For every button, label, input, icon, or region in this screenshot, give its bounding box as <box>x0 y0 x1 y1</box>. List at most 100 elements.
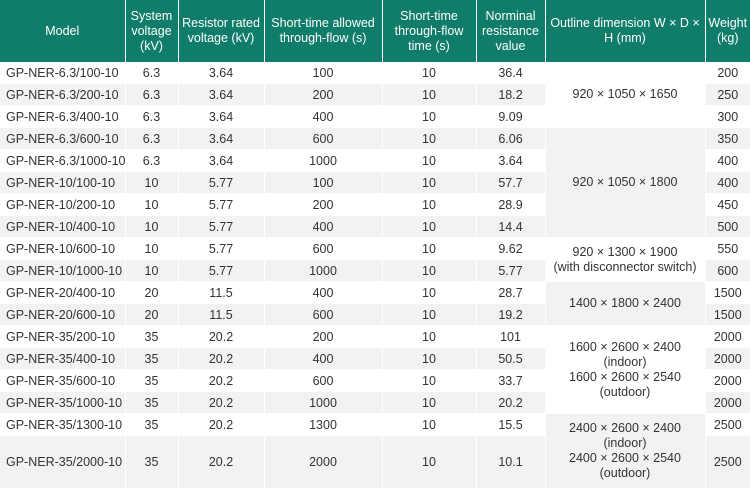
cell-through-flow: 400 <box>264 105 383 128</box>
dimension-line: 1400 × 1800 × 2400 <box>569 296 681 310</box>
dimension-note: (outdoor) <box>599 466 651 480</box>
cell-through-flow-time: 10 <box>382 62 477 84</box>
header-outline-dimension: Outline dimension W × D × H (mm) <box>545 0 706 62</box>
cell-resistance: 9.09 <box>476 105 546 128</box>
cell-through-flow: 600 <box>264 369 383 392</box>
cell-through-flow-time: 10 <box>382 105 477 128</box>
cell-system-voltage: 6.3 <box>125 127 179 150</box>
cell-through-flow: 400 <box>264 215 383 238</box>
cell-model: GP-NER-10/100-10 <box>0 171 126 194</box>
cell-model: GP-NER-10/600-10 <box>0 237 126 260</box>
cell-through-flow-time: 10 <box>382 127 477 150</box>
cell-resistance: 28.7 <box>476 281 546 304</box>
cell-through-flow: 600 <box>264 127 383 150</box>
table-row: GP-NER-35/2000-10 35 20.2 2000 10 10.1 2… <box>0 435 750 489</box>
dimension-note: (indoor) <box>603 436 647 450</box>
cell-weight: 350 <box>705 127 750 150</box>
cell-resistance: 9.62 <box>476 237 546 260</box>
cell-outline-dimension-group: 1400 × 1800 × 2400 <box>545 281 706 326</box>
cell-resistor-rated-voltage: 3.64 <box>178 105 265 128</box>
cell-model: GP-NER-20/400-10 <box>0 281 126 304</box>
cell-model: GP-NER-35/400-10 <box>0 347 126 370</box>
cell-resistor-rated-voltage: 20.2 <box>178 391 265 414</box>
cell-resistor-rated-voltage: 3.64 <box>178 83 265 106</box>
cell-model: GP-NER-10/200-10 <box>0 193 126 216</box>
table-row: GP-NER-35/200-10 35 20.2 200 10 101 1600… <box>0 325 750 414</box>
cell-resistance: 6.06 <box>476 127 546 150</box>
cell-model: GP-NER-35/600-10 <box>0 369 126 392</box>
cell-resistance: 15.5 <box>476 413 546 436</box>
cell-resistance: 50.5 <box>476 347 546 370</box>
table-row: GP-NER-6.3/400-10 6.3 3.64 400 10 9.09 3… <box>0 105 750 128</box>
dimension-line: 2400 × 2600 × 2400 <box>569 421 681 435</box>
cell-system-voltage: 35 <box>125 347 179 370</box>
cell-weight: 2000 <box>705 325 750 348</box>
cell-resistor-rated-voltage: 3.64 <box>178 62 265 84</box>
cell-model: GP-NER-6.3/100-10 <box>0 62 126 84</box>
cell-through-flow: 200 <box>264 325 383 348</box>
dimension-note: (indoor) <box>603 354 647 369</box>
cell-outline-dimension-group: 920 × 1050 × 1650 <box>545 62 706 128</box>
table-row: GP-NER-10/1000-10 10 5.77 1000 10 5.77 6… <box>0 259 750 282</box>
cell-through-flow: 2000 <box>264 435 383 489</box>
cell-resistor-rated-voltage: 20.2 <box>178 413 265 436</box>
cell-through-flow-time: 10 <box>382 83 477 106</box>
dimension-note: (outdoor) <box>599 384 651 399</box>
cell-resistor-rated-voltage: 20.2 <box>178 369 265 392</box>
cell-resistance: 14.4 <box>476 215 546 238</box>
cell-through-flow-time: 10 <box>382 237 477 260</box>
dimension-line: 1600 × 2600 × 2400 <box>569 339 681 354</box>
table-row: GP-NER-20/600-10 20 11.5 600 10 19.2 150… <box>0 303 750 326</box>
cell-weight: 250 <box>705 83 750 106</box>
cell-weight: 500 <box>705 215 750 238</box>
cell-system-voltage: 35 <box>125 325 179 348</box>
cell-model: GP-NER-35/1300-10 <box>0 413 126 436</box>
cell-weight: 550 <box>705 237 750 260</box>
cell-weight: 1500 <box>705 303 750 326</box>
table-row: GP-NER-35/400-10 35 20.2 400 10 50.5 200… <box>0 347 750 370</box>
table-row: GP-NER-35/600-10 35 20.2 600 10 33.7 200… <box>0 369 750 392</box>
cell-through-flow: 600 <box>264 237 383 260</box>
cell-system-voltage: 6.3 <box>125 149 179 172</box>
cell-resistor-rated-voltage: 20.2 <box>178 347 265 370</box>
cell-weight: 1500 <box>705 281 750 304</box>
dimension-note: (with disconnector switch) <box>553 259 697 274</box>
cell-weight: 200 <box>705 62 750 84</box>
cell-resistance: 101 <box>476 325 546 348</box>
cell-through-flow: 400 <box>264 281 383 304</box>
cell-model: GP-NER-6.3/200-10 <box>0 83 126 106</box>
header-nominal-resistance-value: Norminal resistance value <box>476 0 546 62</box>
cell-system-voltage: 35 <box>125 391 179 414</box>
cell-system-voltage: 10 <box>125 259 179 282</box>
cell-model: GP-NER-6.3/400-10 <box>0 105 126 128</box>
dimension-line: 920 × 1050 × 1800 <box>572 175 678 189</box>
cell-resistor-rated-voltage: 5.77 <box>178 193 265 216</box>
table-row: GP-NER-6.3/200-10 6.3 3.64 200 10 18.2 2… <box>0 83 750 106</box>
cell-resistance: 19.2 <box>476 303 546 326</box>
cell-resistance: 57.7 <box>476 171 546 194</box>
table-row: GP-NER-10/200-10 10 5.77 200 10 28.9 450 <box>0 193 750 216</box>
cell-through-flow-time: 10 <box>382 193 477 216</box>
cell-system-voltage: 35 <box>125 369 179 392</box>
table-row: GP-NER-10/100-10 10 5.77 100 10 57.7 400 <box>0 171 750 194</box>
cell-model: GP-NER-20/600-10 <box>0 303 126 326</box>
cell-outline-dimension-group: 2400 × 2600 × 2400 (indoor) 2400 × 2600 … <box>545 413 706 489</box>
cell-outline-dimension-group: 1600 × 2600 × 2400 (indoor) 1600 × 2600 … <box>545 325 706 414</box>
cell-resistance: 20.2 <box>476 391 546 414</box>
cell-system-voltage: 35 <box>125 413 179 436</box>
header-system-voltage: System voltage (kV) <box>125 0 179 62</box>
cell-system-voltage: 6.3 <box>125 105 179 128</box>
cell-weight: 400 <box>705 149 750 172</box>
dimension-line: 920 × 1300 × 1900 <box>572 244 678 259</box>
cell-model: GP-NER-10/400-10 <box>0 215 126 238</box>
cell-resistor-rated-voltage: 5.77 <box>178 215 265 238</box>
table-row: GP-NER-10/400-10 10 5.77 400 10 14.4 500 <box>0 215 750 238</box>
cell-through-flow-time: 10 <box>382 435 477 489</box>
cell-system-voltage: 6.3 <box>125 83 179 106</box>
table-row: GP-NER-10/600-10 10 5.77 600 10 9.62 920… <box>0 237 750 282</box>
cell-resistance: 3.64 <box>476 149 546 172</box>
cell-through-flow-time: 10 <box>382 325 477 348</box>
header-row: Model System voltage (kV) Resistor rated… <box>0 0 750 62</box>
cell-resistance: 18.2 <box>476 83 546 106</box>
cell-through-flow-time: 10 <box>382 259 477 282</box>
